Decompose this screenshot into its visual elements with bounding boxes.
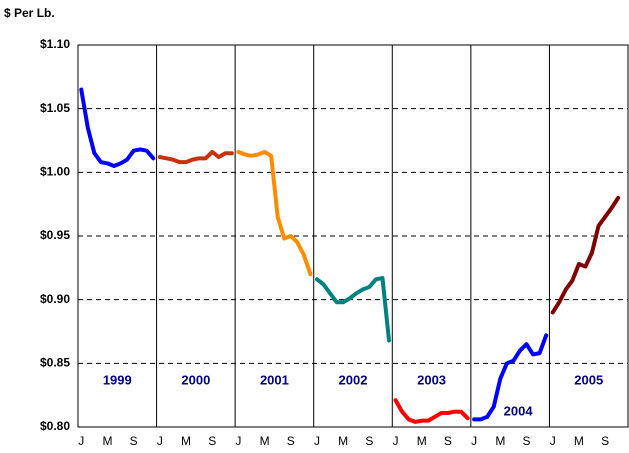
- y-tick-label: $1.00: [40, 165, 70, 179]
- x-tick-label: J: [550, 434, 556, 448]
- x-tick-label: M: [495, 434, 505, 448]
- x-tick-label: S: [287, 434, 295, 448]
- y-tick-label: $1.10: [40, 37, 70, 51]
- series-label: 2005: [574, 372, 603, 387]
- series-label: 1999: [103, 372, 132, 387]
- y-tick-label: $0.80: [40, 419, 70, 433]
- y-tick-label: $1.05: [40, 101, 70, 115]
- x-tick-label: M: [338, 434, 348, 448]
- x-tick-label: S: [365, 434, 373, 448]
- x-tick-label: S: [601, 434, 609, 448]
- series-line: [236, 149, 313, 277]
- series-line: [157, 149, 234, 165]
- x-tick-label: S: [208, 434, 216, 448]
- series-line: [472, 333, 549, 422]
- x-tick-label: J: [393, 434, 399, 448]
- y-tick-label: $0.85: [40, 356, 70, 370]
- x-tick-label: J: [314, 434, 320, 448]
- plot-frame: [77, 44, 629, 428]
- series-label: 2001: [260, 372, 289, 387]
- x-tick-label: M: [102, 434, 112, 448]
- x-tick-label: J: [78, 434, 84, 448]
- y-tick-label: $0.90: [40, 292, 70, 306]
- x-tick-label: S: [444, 434, 452, 448]
- x-tick-label: S: [130, 434, 138, 448]
- x-tick-label: M: [574, 434, 584, 448]
- x-tick-label: M: [417, 434, 427, 448]
- series-line: [79, 87, 156, 168]
- series-label: 2002: [339, 372, 368, 387]
- x-tick-label: J: [471, 434, 477, 448]
- series-line: [393, 398, 470, 424]
- series-label: 2003: [417, 372, 446, 387]
- y-tick-label: $0.95: [40, 228, 70, 242]
- y-axis-label: $ Per Lb.: [4, 6, 55, 20]
- x-tick-label: S: [523, 434, 531, 448]
- series-label: 2004: [504, 403, 534, 418]
- x-tick-label: J: [157, 434, 163, 448]
- x-tick-label: M: [181, 434, 191, 448]
- x-tick-label: J: [235, 434, 241, 448]
- series-line: [314, 276, 392, 343]
- x-tick-label: M: [260, 434, 270, 448]
- series-label: 2000: [181, 372, 210, 387]
- series-line: [550, 195, 621, 315]
